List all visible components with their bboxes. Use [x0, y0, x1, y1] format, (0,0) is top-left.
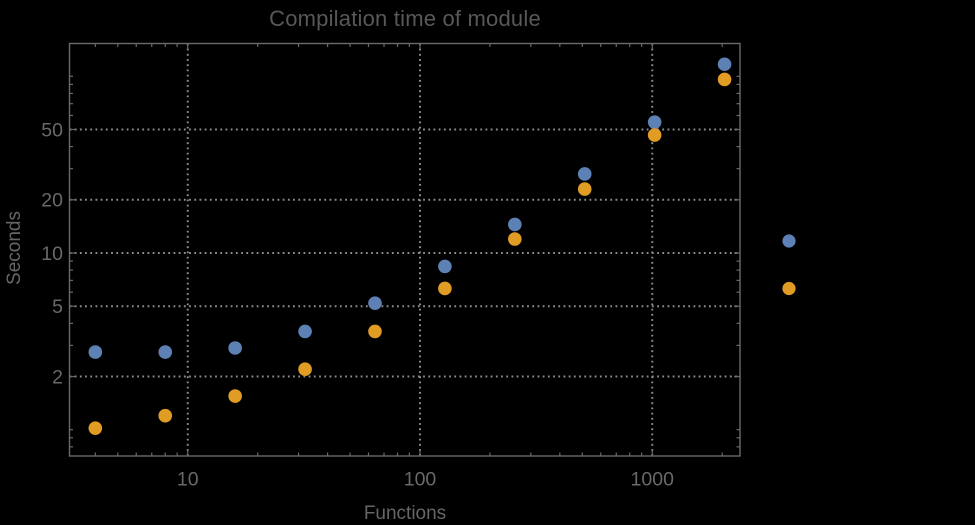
- legend-marker-series-2: [782, 281, 796, 296]
- data-point-series-2-x64: [368, 324, 382, 339]
- data-point-series-2-x16: [228, 389, 242, 403]
- data-point-series-2-x128: [438, 281, 452, 296]
- data-point-series-2-x1024: [647, 128, 662, 142]
- x-tick-label-1000: 1000: [631, 469, 675, 491]
- data-point-series-1-x512: [577, 167, 592, 181]
- data-point-series-2-x8: [158, 408, 173, 423]
- data-point-series-1-x32: [298, 324, 312, 339]
- chart-title: Compilation time of module: [269, 6, 541, 31]
- data-point-series-2-x256: [508, 232, 522, 246]
- data-point-series-1-x4: [88, 345, 103, 359]
- data-point-series-1-x1024: [647, 115, 662, 129]
- x-tick-label-10: 10: [177, 469, 199, 491]
- data-point-series-1-x64: [368, 296, 382, 310]
- legend-marker-series-1: [782, 234, 796, 248]
- plot-frame: [68, 42, 741, 457]
- data-point-series-1-x2048: [717, 57, 732, 72]
- x-axis-label: Functions: [363, 503, 447, 524]
- y-tick-label-5: 5: [52, 296, 63, 318]
- y-tick-label-20: 20: [41, 190, 63, 212]
- x-tick-label-100: 100: [404, 469, 437, 491]
- data-point-series-2-x32: [298, 362, 312, 376]
- data-point-series-2-x4: [88, 421, 103, 435]
- data-point-series-1-x128: [438, 259, 452, 274]
- data-point-series-2-x2048: [717, 72, 732, 87]
- y-tick-label-10: 10: [41, 243, 63, 265]
- data-point-series-1-x256: [508, 217, 522, 232]
- data-point-series-1-x8: [158, 345, 173, 359]
- data-point-series-1-x16: [228, 341, 242, 355]
- y-tick-label-50: 50: [41, 119, 63, 141]
- y-tick-label-2: 2: [52, 366, 63, 388]
- data-point-series-2-x512: [577, 182, 592, 196]
